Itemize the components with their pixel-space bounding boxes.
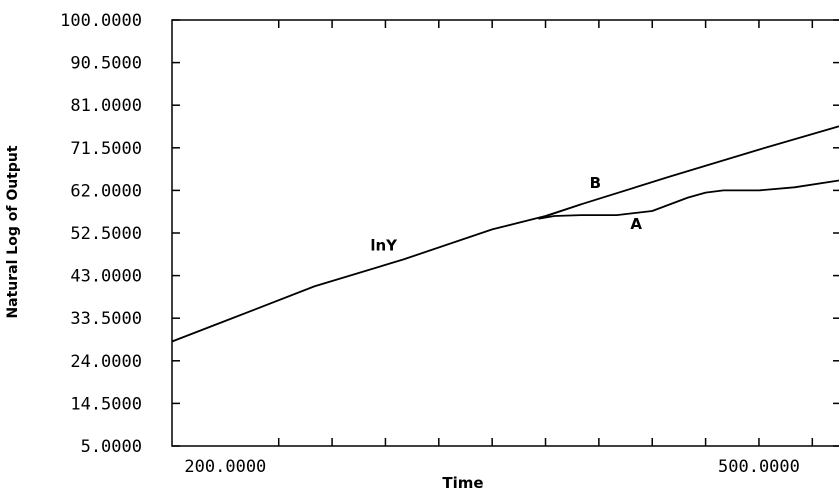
y-tick-label: 5.0000 [81,437,142,457]
y-tick-label: 90.5000 [70,54,142,74]
y-tick-label: 14.5000 [70,394,142,414]
annotations: lnY B A [370,174,642,254]
annotation-label: lnY [370,236,398,254]
y-tick-label: 24.0000 [70,352,142,372]
series-line-1 [538,179,839,220]
series-line-0 [171,203,582,343]
annotation-label: B [590,174,601,192]
y-tick-label: 43.0000 [70,267,142,287]
x-axis-title: Time [442,474,483,492]
y-axis: 100.0000 90.5000 81.0000 71.5000 62.0000 52.5… [60,11,839,457]
x-axis: 200.0000 500.0000 [184,20,814,477]
plot-frame [171,19,839,447]
annotation-label: A [630,215,642,233]
y-tick-label: 33.5000 [70,309,142,329]
y-axis-title: Natural Log of Output [5,145,21,318]
y-tick-label: 71.5000 [70,139,142,159]
y-tick-label: 100.0000 [60,11,142,31]
series-line-2 [538,125,839,220]
series-layer [171,125,839,343]
x-tick-label: 500.0000 [718,457,800,477]
y-tick-label: 62.0000 [70,181,142,201]
y-tick-label: 81.0000 [70,96,142,116]
plot-border [171,19,839,447]
x-tick-label: 200.0000 [184,457,266,477]
y-tick-label: 52.5000 [70,224,142,244]
